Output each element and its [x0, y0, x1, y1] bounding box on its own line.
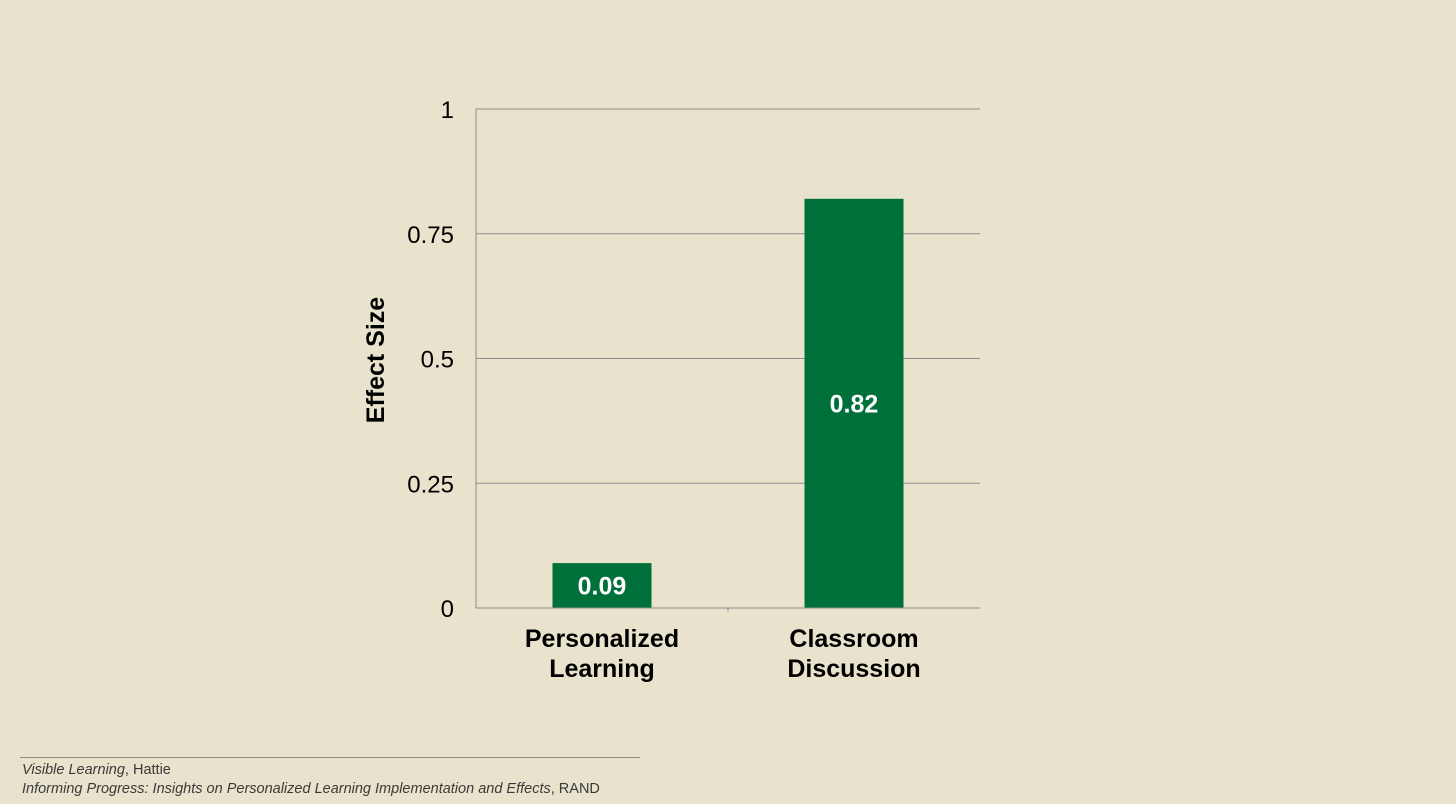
y-tick-label: 1: [441, 97, 454, 124]
sources-divider: [20, 757, 640, 758]
source-author: Hattie: [132, 762, 171, 778]
category-label: Personalized: [525, 625, 679, 653]
data-labels: 0.09 0.82: [578, 390, 879, 600]
y-tick-labels: 0 0.25 0.5 0.75 1: [407, 97, 454, 623]
bar: [552, 563, 652, 608]
sources: Visible Learning, Hattie Informing Progr…: [22, 761, 600, 799]
source-title: Visible Learning: [22, 762, 125, 778]
category-label: Discussion: [787, 655, 920, 683]
source-title: Informing Progress: Insights on Personal…: [22, 781, 551, 797]
category-label: Classroom: [789, 625, 918, 653]
bars: [552, 198, 904, 608]
gridlines: [476, 108, 980, 484]
y-tick-label: 0.5: [421, 347, 454, 374]
source-line: Informing Progress: Insights on Personal…: [22, 781, 600, 797]
category-label: Learning: [549, 655, 655, 683]
data-label: 0.09: [578, 573, 627, 601]
y-tick-label: 0.25: [407, 471, 454, 498]
axes: [475, 109, 980, 611]
y-tick-label: 0: [441, 596, 454, 623]
y-axis-title: Effect Size: [362, 297, 390, 424]
source-line: Visible Learning, Hattie: [22, 762, 171, 778]
y-tick-label: 0.75: [407, 222, 454, 249]
data-label: 0.82: [830, 390, 879, 418]
bar: [804, 198, 904, 608]
source-author: RAND: [558, 781, 600, 797]
